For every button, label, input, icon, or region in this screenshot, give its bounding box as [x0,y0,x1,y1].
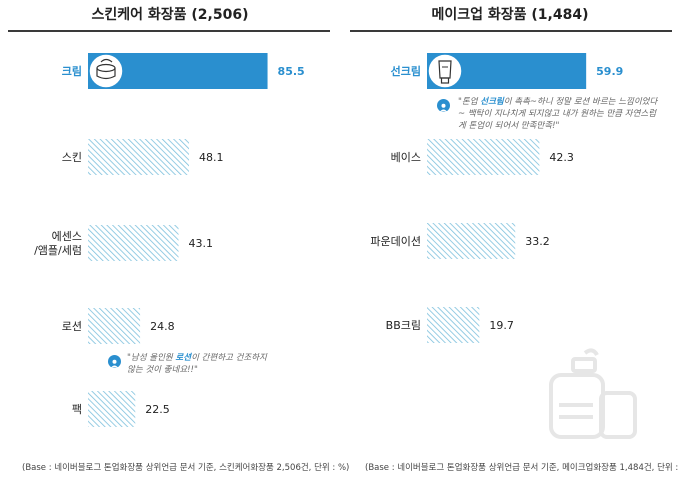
value-label-에센스/앰플/세럼: 43.1 [189,237,214,250]
makeup-chart-panel: 메이크업 화장품 (1,484) [340,0,680,485]
category-label-BB크림: BB크림 [386,319,421,332]
category-label-에센스/앰플/세럼: 에센스/앰플/세럼 [34,230,82,257]
sunscreen-tube-icon [427,53,463,89]
category-label-크림: 크림 [62,65,82,78]
category-label-베이스: 베이스 [391,151,421,164]
value-label-베이스: 42.3 [549,151,574,164]
makeup-quote-user-icon [437,99,450,112]
bar-베이스 [427,139,540,175]
category-label-파운데이션: 파운데이션 [370,235,421,248]
bar-팩 [88,391,136,427]
category-label-로션: 로션 [62,320,82,333]
bar-BB크림 [427,307,480,343]
value-label-선크림: 59.9 [596,65,623,78]
value-label-BB크림: 19.7 [489,319,514,332]
value-label-팩: 22.5 [145,403,170,416]
skincare-quote-post: 이 간편하고 건조하지 않는 것이 좋네요!!" [127,353,267,375]
skincare-chart-title: 스킨케어 화장품 (2,506) [91,7,249,23]
skincare-bar-chart: 크림 85.5 스킨 48.1 에센스/앰플/세럼 43.1 로션 24.8 팩 22.5 [34,53,305,427]
skincare-chart-panel: 스킨케어 화장품 (2,506) [8,7,330,32]
makeup-quote-highlight: 선크림 [480,97,504,107]
skincare-quote: "남성 올인원 로션이 간편하고 건조하지 않는 것이 좋네요!!" [127,352,277,376]
skincare-quote-pre: "남성 올인원 [127,353,176,363]
bar-로션 [88,308,141,344]
cream-jar-icon [88,53,124,89]
value-label-파운데이션: 33.2 [525,235,550,248]
bar-스킨 [88,139,190,175]
category-label-스킨: 스킨 [62,151,82,164]
skincare-title-rule [8,30,330,32]
makeup-quote-post: 이 촉촉~하니 정말 로션 바르는 느낌이었다~ 백탁이 지나치게 되지않고 내… [458,97,658,131]
skincare-quote-highlight: 로션 [175,353,192,363]
skincare-source-note: (Base : 네이버블로그 톤업화장품 상위언급 문서 기준, 스킨케어화장품… [22,463,350,473]
makeup-chart-title: 메이크업 화장품 (1,484) [431,7,589,23]
skincare-quote-user-icon [108,355,121,368]
bar-에센스/앰플/세럼 [88,225,179,261]
makeup-quote-pre: "톤업 [458,97,481,107]
bar-파운데이션 [427,223,516,259]
cosmetics-watermark-icon [549,348,637,439]
makeup-title-rule [350,30,672,32]
makeup-quote: "톤업 선크림이 촉촉~하니 정말 로션 바르는 느낌이었다~ 백탁이 지나치게… [458,96,658,132]
value-label-크림: 85.5 [278,65,305,78]
makeup-source-note: (Base : 네이버블로그 톤업화장품 상위언급 문서 기준, 메이크업화장품… [365,463,680,473]
value-label-로션: 24.8 [150,320,175,333]
value-label-스킨: 48.1 [199,151,224,164]
category-label-선크림: 선크림 [391,64,421,78]
category-label-팩: 팩 [72,403,82,416]
